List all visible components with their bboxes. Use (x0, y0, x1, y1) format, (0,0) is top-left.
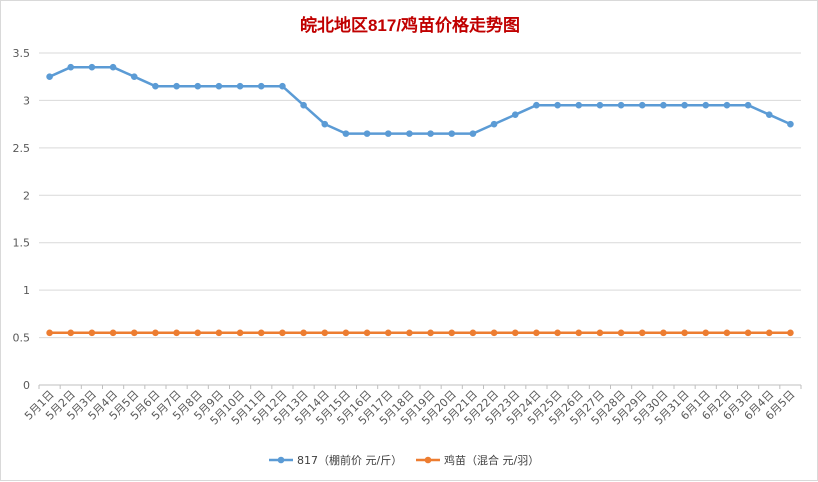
data-point (279, 82, 286, 90)
data-point (152, 82, 159, 90)
data-point (173, 82, 180, 90)
y-tick-label: 0 (23, 379, 30, 392)
legend-swatch-marker (424, 456, 432, 464)
data-point (575, 101, 583, 109)
data-point (194, 329, 202, 337)
data-point (617, 329, 625, 337)
data-point (88, 63, 96, 71)
data-point (194, 82, 202, 90)
data-point (787, 120, 794, 128)
data-point (469, 329, 477, 337)
data-point (363, 329, 371, 337)
data-point (215, 82, 223, 90)
data-point (744, 101, 752, 109)
data-point (765, 111, 773, 118)
data-point (702, 329, 710, 337)
data-point (109, 329, 117, 337)
y-tick-label: 3 (23, 94, 30, 107)
data-point (702, 101, 710, 109)
data-point (236, 82, 244, 90)
data-point (660, 101, 667, 109)
data-point (363, 130, 371, 137)
data-point (321, 120, 329, 128)
data-point (638, 101, 646, 109)
data-point (88, 329, 96, 337)
data-point (617, 101, 625, 109)
data-point (130, 329, 138, 337)
data-point (427, 130, 434, 137)
data-point (173, 329, 180, 337)
data-point (448, 130, 456, 137)
data-point (152, 329, 159, 337)
data-point (67, 63, 75, 71)
data-point (511, 111, 519, 118)
series-line-1 (49, 65, 791, 135)
data-point (787, 329, 794, 337)
y-tick-label: 0.5 (13, 332, 31, 345)
data-point (660, 329, 667, 337)
data-point (723, 101, 731, 109)
data-point (533, 101, 540, 109)
data-point (46, 73, 53, 81)
data-point (448, 329, 456, 337)
data-point (130, 73, 138, 81)
data-point (406, 329, 413, 337)
y-tick-label: 1.5 (13, 237, 31, 250)
data-point (469, 130, 477, 137)
y-tick-label: 2 (23, 189, 30, 202)
data-point (300, 101, 307, 109)
data-point (257, 329, 265, 337)
data-point (681, 101, 688, 109)
y-tick-label: 3.5 (13, 47, 31, 60)
data-point (511, 329, 519, 337)
legend-label: 817（棚前价 元/斤） (297, 453, 402, 467)
data-point (109, 63, 117, 71)
data-point (490, 329, 498, 337)
data-point (638, 329, 646, 337)
chart-title: 皖北地区817/鸡苗价格走势图 (299, 16, 521, 35)
data-point (596, 329, 604, 337)
data-point (215, 329, 223, 337)
data-point (321, 329, 329, 337)
data-point (279, 329, 286, 337)
data-point (384, 130, 392, 137)
data-point (406, 130, 413, 137)
data-point (46, 329, 53, 337)
data-point (596, 101, 604, 109)
data-point (490, 120, 498, 128)
data-point (744, 329, 752, 337)
data-point (533, 329, 540, 337)
data-point (342, 329, 350, 337)
data-point (554, 101, 561, 109)
data-point (554, 329, 561, 337)
data-point (384, 329, 392, 337)
data-point (257, 82, 265, 90)
y-tick-label: 1 (23, 284, 30, 297)
data-point (575, 329, 583, 337)
data-point (681, 329, 688, 337)
data-point (67, 329, 75, 337)
data-point (236, 329, 244, 337)
data-point (342, 130, 350, 137)
data-point (765, 329, 773, 337)
y-tick-label: 2.5 (13, 142, 31, 155)
legend-label: 鸡苗（混合 元/羽） (444, 453, 539, 467)
data-point (427, 329, 434, 337)
data-point (300, 329, 307, 337)
legend-swatch-marker (277, 456, 285, 464)
data-point (723, 329, 731, 337)
